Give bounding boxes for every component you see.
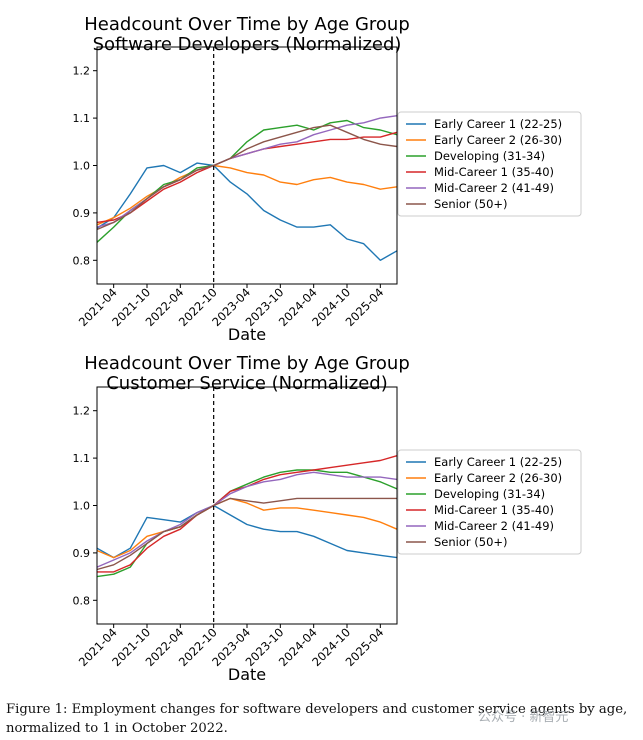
figure-caption: Figure 1: Employment changes for softwar… xyxy=(6,702,628,736)
y-tick-label: 1.2 xyxy=(73,65,91,78)
y-tick-label: 1.2 xyxy=(73,405,91,418)
x-axis-label: Date xyxy=(228,665,266,684)
chart-title: Headcount Over Time by Age Group xyxy=(84,353,410,374)
series-line xyxy=(96,497,398,559)
legend-entry: Developing (31-34) xyxy=(434,487,545,501)
legend-entry: Senior (50+) xyxy=(434,197,508,211)
watermark-text: 公众号 · 新智元 xyxy=(478,710,569,725)
y-tick-label: 0.8 xyxy=(73,254,91,267)
chart-subtitle: Software Developers (Normalized) xyxy=(93,34,402,55)
series-line xyxy=(96,497,397,571)
chart-title: Headcount Over Time by Age Group xyxy=(84,14,410,35)
y-tick-label: 1.0 xyxy=(73,160,91,173)
plot-frame xyxy=(96,46,398,285)
legend-entry: Early Career 1 (22-25) xyxy=(434,117,562,131)
y-tick-label: 1.1 xyxy=(73,112,91,125)
y-tick-label: 0.8 xyxy=(73,594,91,607)
y-tick-label: 0.9 xyxy=(73,547,91,560)
legend-entry: Early Career 2 (26-30) xyxy=(434,133,562,147)
series-line xyxy=(96,115,398,228)
y-tick-label: 0.9 xyxy=(73,207,91,220)
legend-entry: Senior (50+) xyxy=(434,535,508,549)
plot-frame xyxy=(96,386,398,625)
y-tick-label: 1.1 xyxy=(73,452,91,465)
legend-entry: Mid-Career 2 (41-49) xyxy=(434,519,554,533)
legend-box xyxy=(397,449,582,555)
series-line xyxy=(96,504,398,559)
series-line xyxy=(96,124,398,231)
legend-entry: Early Career 2 (26-30) xyxy=(434,471,562,485)
chart-subtitle: Customer Service (Normalized) xyxy=(106,373,388,394)
legend-entry: Mid-Career 2 (41-49) xyxy=(434,181,554,195)
legend-entry: Early Career 1 (22-25) xyxy=(434,455,562,469)
legend-entry: Mid-Career 1 (35-40) xyxy=(434,165,554,179)
y-tick-label: 1.0 xyxy=(73,500,91,513)
legend-entry: Developing (31-34) xyxy=(434,149,545,163)
x-axis-label: Date xyxy=(228,325,266,344)
legend-box xyxy=(397,111,582,217)
series-line xyxy=(96,131,398,224)
series-line xyxy=(96,162,398,261)
legend-entry: Mid-Career 1 (35-40) xyxy=(434,503,554,517)
series-line xyxy=(96,164,398,226)
series-line xyxy=(96,471,398,568)
